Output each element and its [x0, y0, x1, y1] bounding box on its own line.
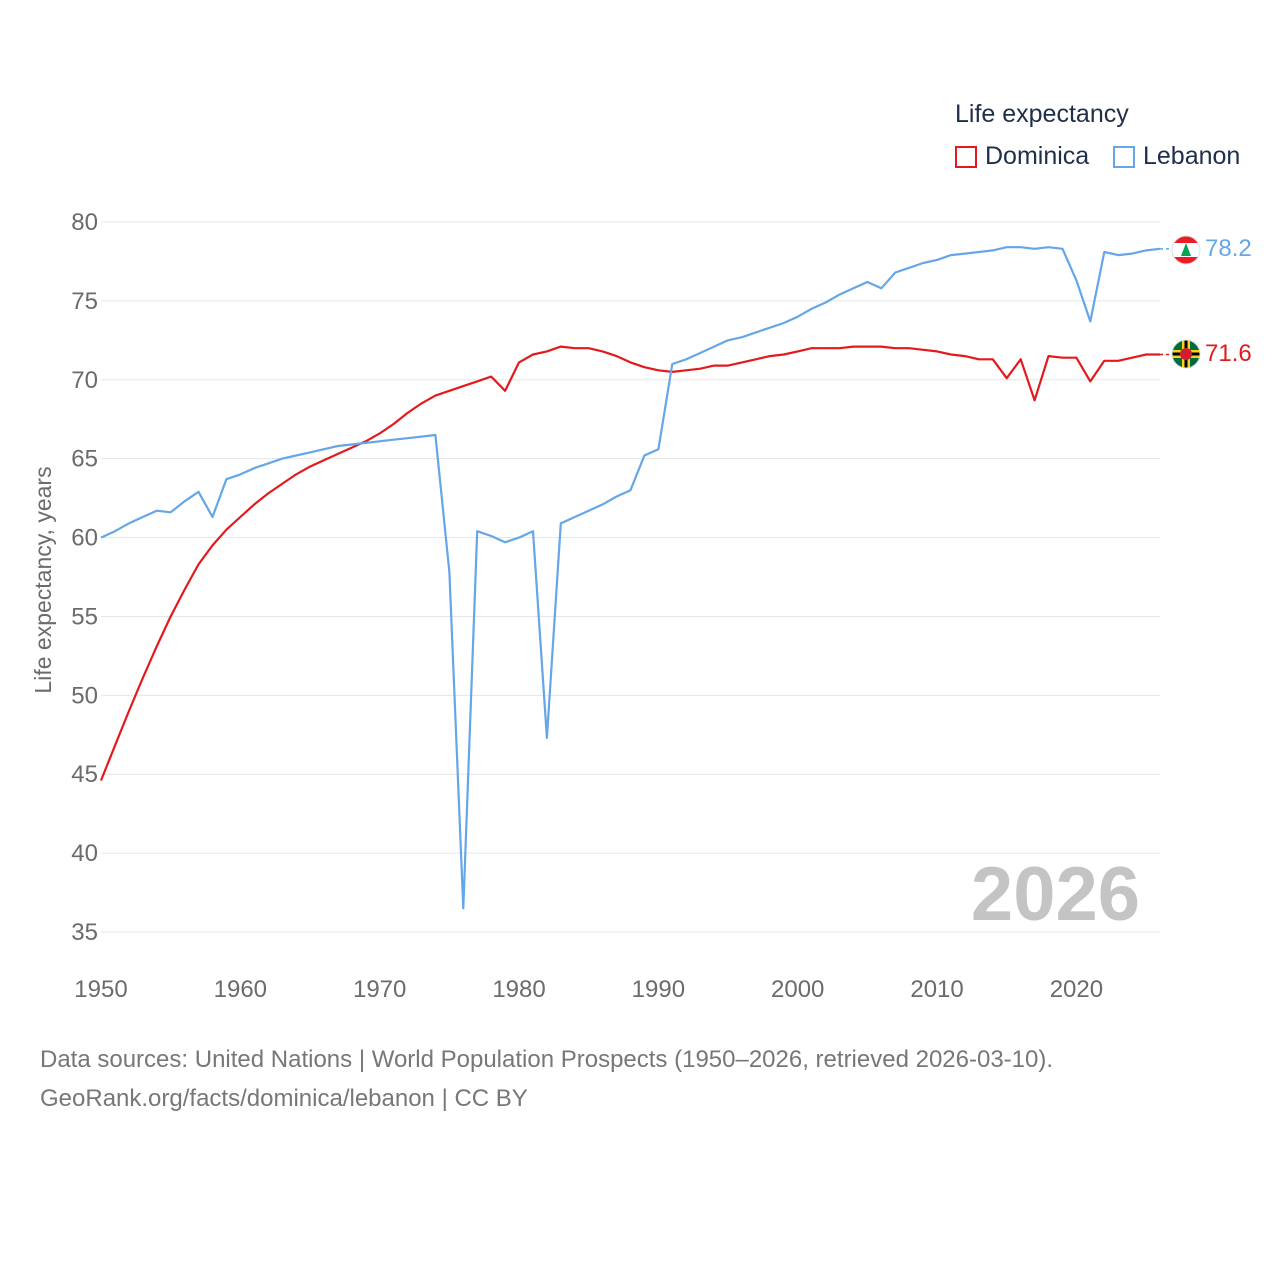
x-tick-label: 1950: [74, 976, 127, 1003]
x-tick-label: 1960: [214, 976, 267, 1003]
grid-lines: [101, 221, 1160, 933]
x-tick-label: 2010: [910, 976, 963, 1003]
source-line: Data sources: United Nations | World Pop…: [40, 1046, 1054, 1073]
y-tick-label: 45: [71, 761, 98, 788]
x-tick-label: 2000: [771, 976, 824, 1003]
y-tick-label: 75: [71, 288, 98, 315]
y-tick-label: 80: [71, 209, 98, 236]
y-axis-label: Life expectancy, years: [30, 466, 56, 693]
x-tick-label: 1970: [353, 976, 406, 1003]
series-line-lebanon: [100, 246, 1161, 910]
series-line-dominica: [99, 345, 1160, 781]
x-tick-label: 2020: [1050, 976, 1103, 1003]
legend-title: Life expectancy: [955, 100, 1129, 128]
dominica-flag-icon: [1172, 340, 1200, 368]
x-tick-label: 1980: [492, 976, 545, 1003]
y-tick-label: 65: [71, 446, 98, 473]
source-link[interactable]: GeoRank.org/facts/dominica/lebanon | CC …: [40, 1085, 528, 1112]
year-watermark: 2026: [971, 852, 1140, 937]
legend-swatch-lebanon: [1113, 145, 1135, 168]
y-tick-label: 60: [71, 525, 98, 552]
legend-label-dominica: Dominica: [985, 142, 1090, 170]
legend-item-dominica[interactable]: Dominica: [955, 142, 1089, 171]
legend-swatch-dominica: [955, 145, 977, 168]
lebanon-end-value: 78.2: [1205, 235, 1252, 262]
y-tick-label: 50: [71, 682, 98, 709]
y-tick-label: 55: [71, 603, 98, 630]
dominica-end-value: 71.6: [1205, 340, 1252, 367]
legend-item-lebanon[interactable]: Lebanon: [1113, 142, 1240, 171]
x-tick-label: 1990: [632, 976, 685, 1003]
y-tick-label: 70: [71, 367, 98, 394]
y-tick-label: 40: [71, 840, 98, 867]
legend-label-lebanon: Lebanon: [1143, 142, 1241, 170]
y-axis-ticks: 35 40 45 50 55 60 65 70 75 80: [71, 209, 98, 946]
x-axis-ticks: 1950 1960 1970 1980 1990 2000 2010 2020: [74, 976, 1103, 1003]
y-tick-label: 35: [71, 919, 98, 946]
lebanon-flag-icon: [1172, 236, 1200, 264]
series-lines: [99, 246, 1172, 910]
